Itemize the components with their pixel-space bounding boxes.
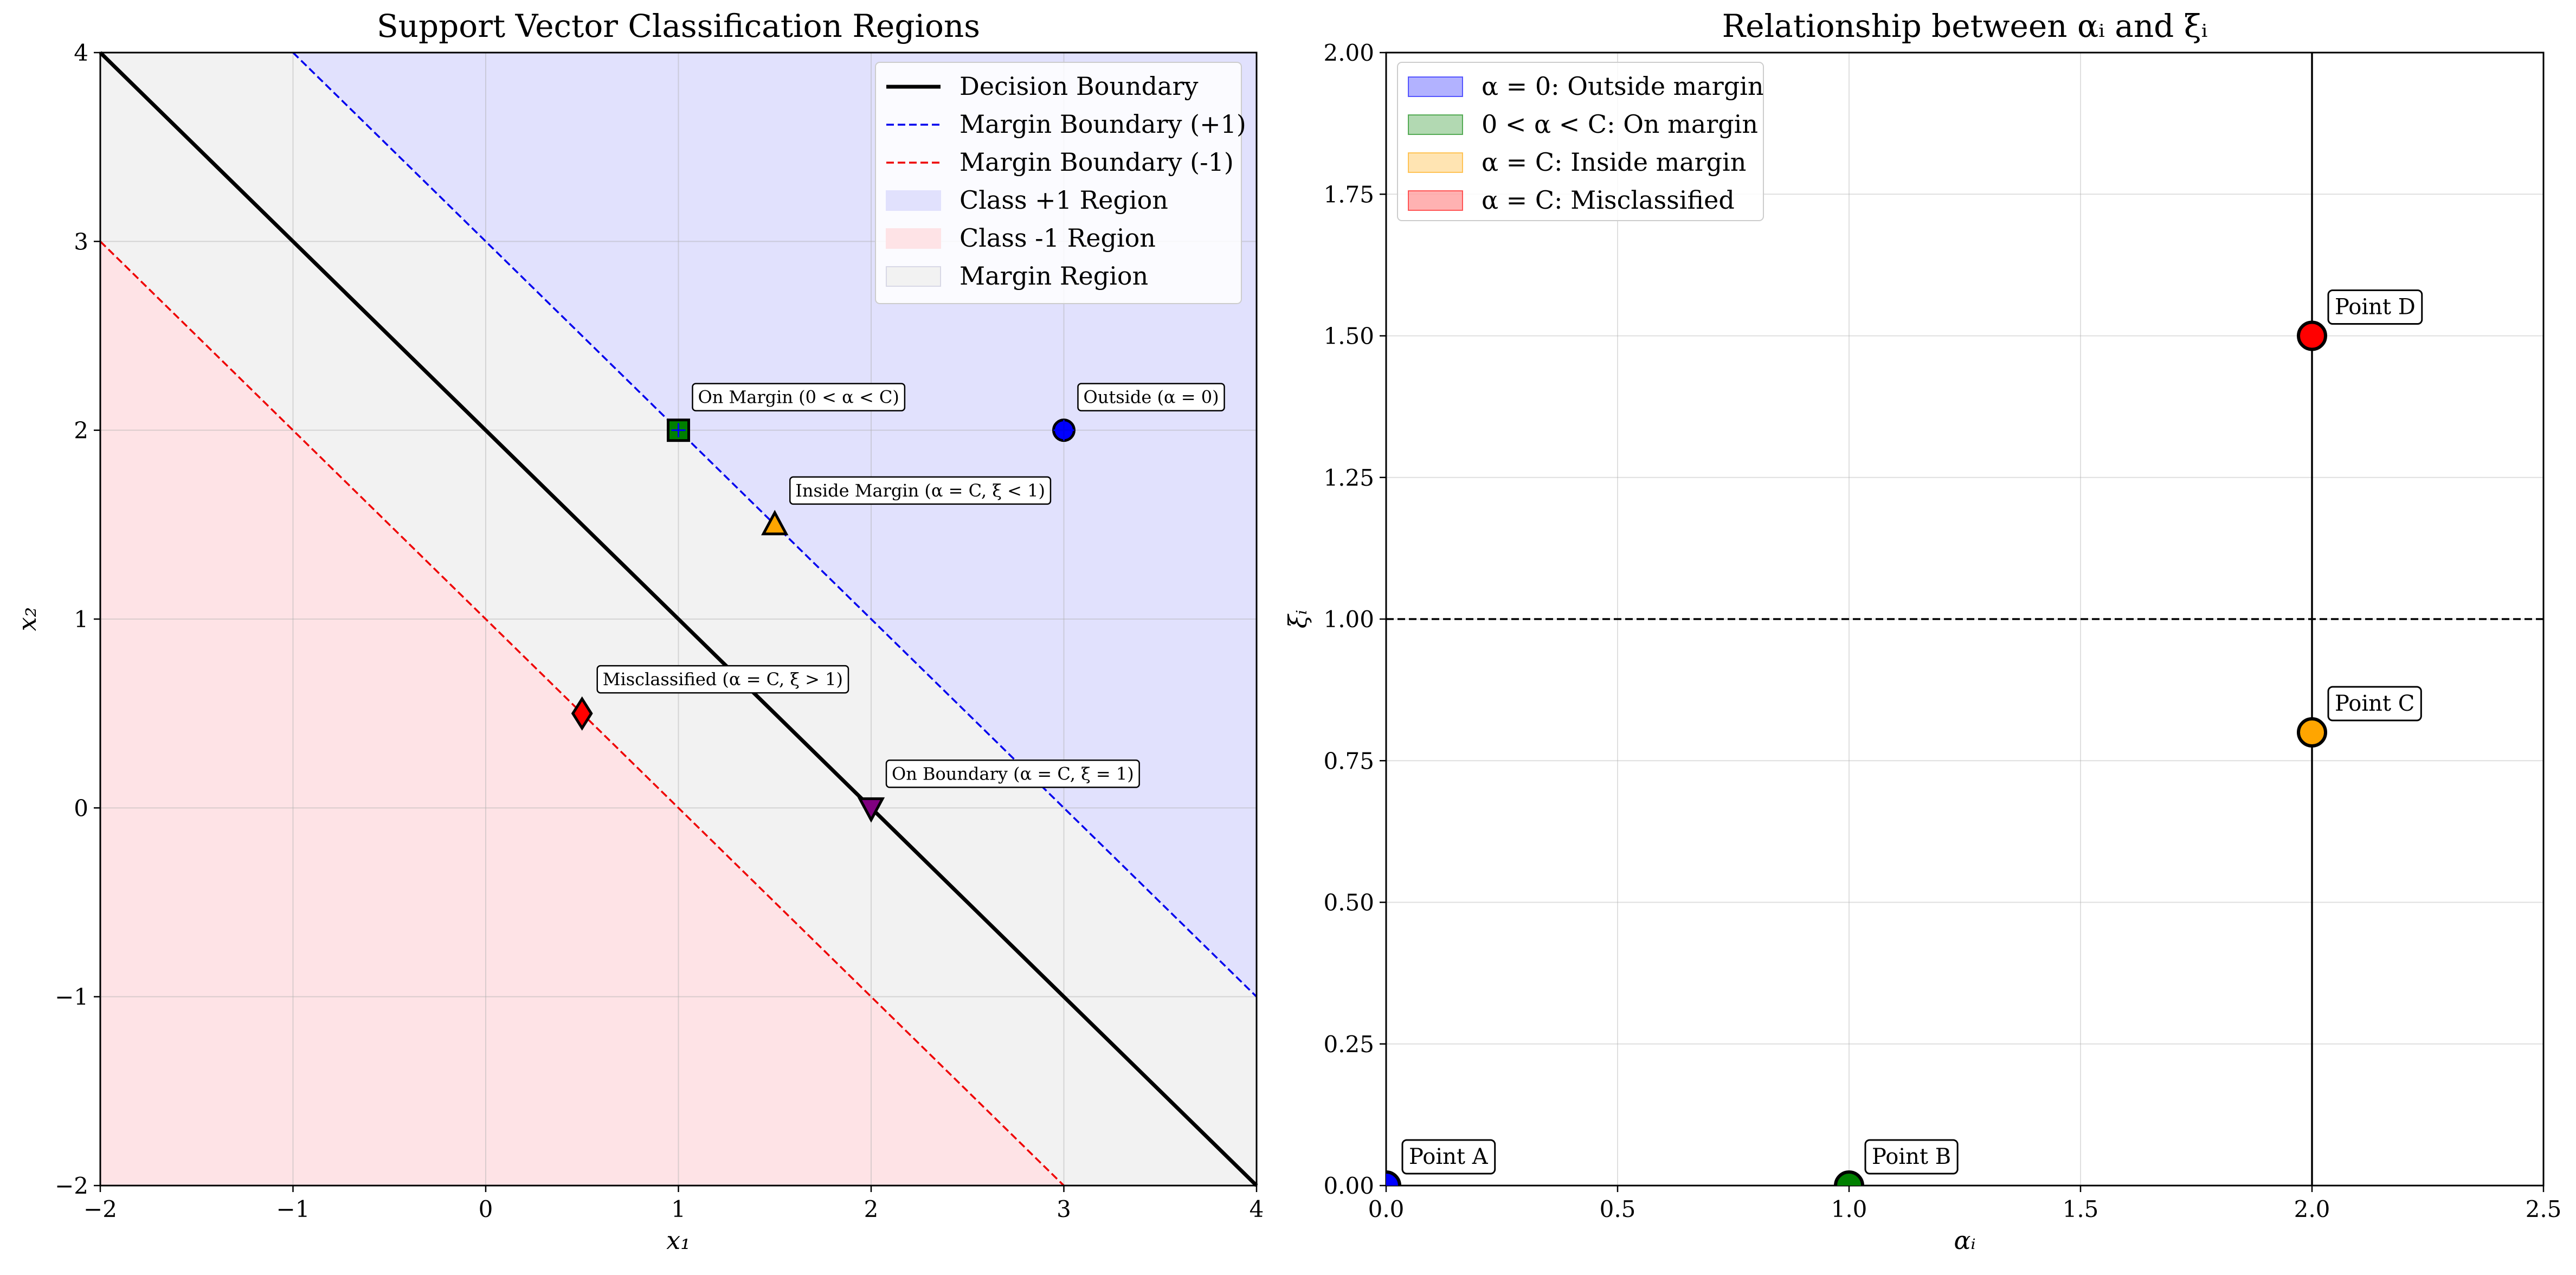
point-c-label: Point C [2335,691,2414,716]
marker-cross [671,423,686,437]
annotation-misclassified-box [596,665,849,694]
point-b-marker [1834,1170,1864,1186]
legend-class-minus1-swatch [886,228,941,249]
legend-margin-region-label: Margin Region [959,261,1148,291]
plot-background [1386,53,2543,1186]
legend-box [1397,62,1764,221]
point-c-label-box [2327,686,2422,722]
x-tick-label: 0 [479,1196,493,1222]
point-b-label: Point B [1872,1144,1951,1169]
annotation-on-margin-box [692,383,906,411]
decision-boundary-line [99,51,1258,1187]
x-axis-label: αᵢ [1954,1226,1975,1255]
point-a-label: Point A [1409,1144,1489,1169]
point-c-marker [2297,717,2327,748]
legend-margin-region-swatch [886,266,941,287]
x-axis-label: x₁ [666,1226,690,1255]
y-tick-label: 1 [74,606,88,633]
point-d-label-box [2327,289,2423,325]
point-a-label-box [1401,1139,1496,1175]
point-d-marker [2297,320,2327,351]
x-tick-label: 0.5 [1600,1196,1636,1222]
x-tick-label: 2 [864,1196,879,1222]
x-tick-label: −1 [276,1196,310,1222]
x-tick-label: 1 [671,1196,686,1222]
y-tick-label: 2 [74,417,88,444]
legend-margin-minus1-label: Margin Boundary (-1) [959,147,1234,177]
chart-title: Support Vector Classification Regions [377,8,980,44]
y-tick-label: −2 [55,1173,88,1199]
chart-title: Relationship between αᵢ and ξᵢ [1722,8,2208,44]
y-tick-label: 3 [74,228,88,255]
point-misclassified-marker [571,696,593,731]
x-tick-label: 0.0 [1368,1196,1405,1222]
annotation-on-boundary-box [885,759,1140,788]
annotation-on-boundary: On Boundary (α = C, ξ = 1) [892,763,1134,784]
y-tick-label: 0 [74,795,88,821]
point-a-marker [1386,1170,1401,1186]
x-tick-label: 4 [1250,1196,1264,1222]
right-chart-panel: 0.0 0.5 1.0 1.5 2.0 2.5 0.00 0.25 0.50 0.75 1.00 1.… [1283,8,2561,1255]
points-layer [1386,320,2327,1186]
y-tick-label: −1 [55,984,88,1010]
legend-misclassified-swatch [1408,190,1463,211]
y-tick-label: 1.50 [1323,323,1374,350]
legend-box [875,62,1242,304]
annotation-outside-box [1077,383,1225,411]
legend-class-plus1-label: Class +1 Region [959,185,1168,215]
x-tick-label: 3 [1057,1196,1071,1222]
legend-outside-margin-label: α = 0: Outside margin [1482,72,1764,101]
legend-inside-margin-label: α = C: Inside margin [1482,147,1746,177]
annotation-on-margin: On Margin (0 < α < C) [698,387,899,408]
y-axis-label: x₂ [12,607,42,631]
y-axis-label: ξᵢ [1283,610,1312,629]
legend-on-margin-swatch [1408,114,1463,135]
legend-class-plus1-swatch [886,190,941,211]
y-tick-label: 0.00 [1323,1173,1374,1199]
annotation-misclassified: Misclassified (α = C, ξ > 1) [603,669,843,690]
y-tick-label: 1.00 [1323,606,1374,633]
annotation-inside-margin: Inside Margin (α = C, ξ < 1) [795,480,1045,501]
marker-cross [1053,420,1074,441]
point-b-label-box [1864,1139,1959,1175]
y-tick-label: 2.00 [1323,40,1374,66]
legend-class-minus1-label: Class -1 Region [959,223,1156,253]
y-tick-label: 1.75 [1323,181,1374,208]
y-tick-label: 4 [74,40,88,66]
x-tick-label: 2.5 [2526,1196,2562,1222]
y-tick-label: 0.25 [1323,1031,1374,1058]
x-tick-label: −2 [83,1196,117,1222]
x-tick-label: 1.0 [1831,1196,1867,1222]
point-on-boundary-marker [857,797,885,823]
left-chart-panel: −2 −1 0 1 2 3 4 −2 −1 0 1 2 3 4 Support Vector Classif… [12,8,1264,1255]
x-tick-label: 1.5 [2063,1196,2099,1222]
annotation-outside: Outside (α = 0) [1084,387,1219,408]
legend-decision-boundary-label: Decision Boundary [959,72,1198,101]
x-tick-label: 2.0 [2294,1196,2330,1222]
legend-outside-margin-swatch [1408,76,1463,97]
y-tick-label: 1.25 [1323,465,1374,491]
point-d-label: Point D [2335,295,2416,320]
legend-inside-margin-swatch [1408,152,1463,173]
legend-on-margin-label: 0 < α < C: On margin [1482,110,1758,139]
point-inside-margin-marker [761,510,789,536]
annotation-inside-margin-box [789,476,1052,505]
legend-misclassified-label: α = C: Misclassified [1482,185,1735,215]
y-tick-label: 0.75 [1323,748,1374,774]
y-tick-label: 0.50 [1323,890,1374,916]
legend-margin-plus1-label: Margin Boundary (+1) [959,110,1246,139]
